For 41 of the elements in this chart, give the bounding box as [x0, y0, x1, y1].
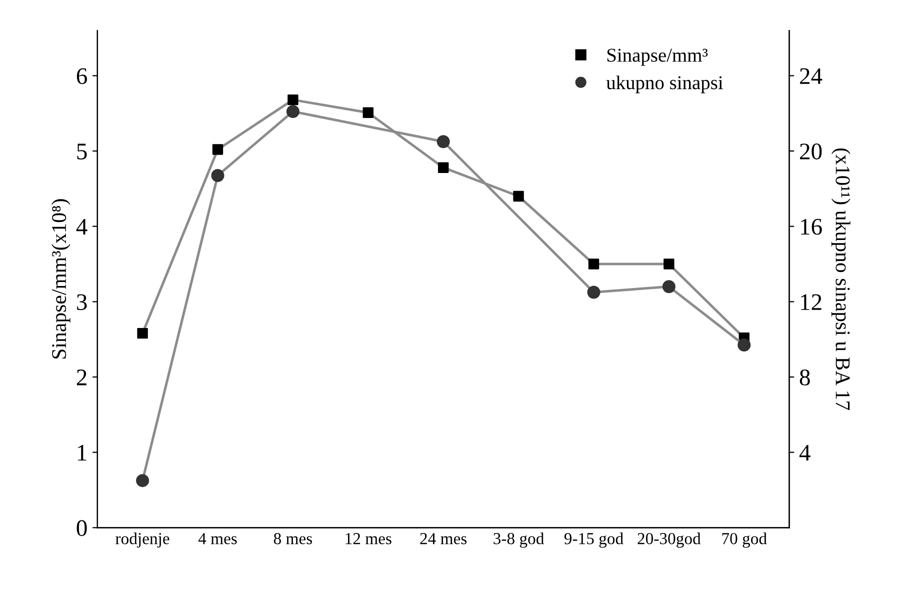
x-tick-label: 3-8 god — [494, 532, 544, 548]
x-tick-label: 70 god — [722, 532, 767, 548]
point — [137, 328, 148, 339]
y2-tick-label: 4 — [799, 444, 810, 461]
y-tick-label: 1 — [78, 444, 86, 461]
x-tick-label: 9-15 god — [564, 532, 624, 548]
y-tick-label: 6 — [76, 68, 87, 84]
y2-axis-title: (x10¹¹) ukupno sinapsi u BA 17 — [831, 148, 850, 410]
point — [738, 338, 751, 352]
legend-label: ukupno sinapsi — [606, 76, 723, 94]
x-tick-label: 12 mes — [346, 533, 392, 544]
y-tick-label: 3 — [77, 294, 87, 310]
y2-tick-label: 20 — [800, 144, 822, 160]
point — [211, 169, 224, 182]
point — [588, 258, 600, 270]
y-tick-label: 2 — [76, 370, 86, 386]
x-tick-label: rodjenje — [116, 532, 170, 548]
point — [438, 162, 449, 173]
x-tick-label: 8 mes — [274, 532, 312, 544]
y-tick-label: 0 — [76, 520, 87, 536]
y2-tick-label: 24 — [800, 68, 822, 84]
y2-tick-label: 16 — [801, 218, 822, 235]
point — [587, 286, 600, 299]
point — [286, 104, 300, 118]
point — [664, 258, 674, 270]
legend-label: Sinapse/mm³ — [607, 48, 708, 66]
point — [136, 474, 150, 488]
point — [662, 280, 676, 294]
point — [288, 94, 298, 106]
point — [513, 190, 524, 202]
x-tick-label: 24 mes — [420, 533, 467, 544]
point — [436, 135, 450, 148]
y2-tick-label: 8 — [800, 369, 810, 386]
y2-tick-label: 12 — [801, 294, 822, 310]
point — [362, 107, 374, 118]
y-axis-title: Sinapse/mm³(x10⁸) — [51, 199, 70, 358]
x-tick-label: 4 mes — [198, 533, 237, 544]
x-tick-label: 20-30god — [638, 532, 701, 548]
y-tick-label: 5 — [77, 144, 87, 160]
y-tick-label: 4 — [76, 218, 88, 235]
point — [212, 144, 224, 155]
